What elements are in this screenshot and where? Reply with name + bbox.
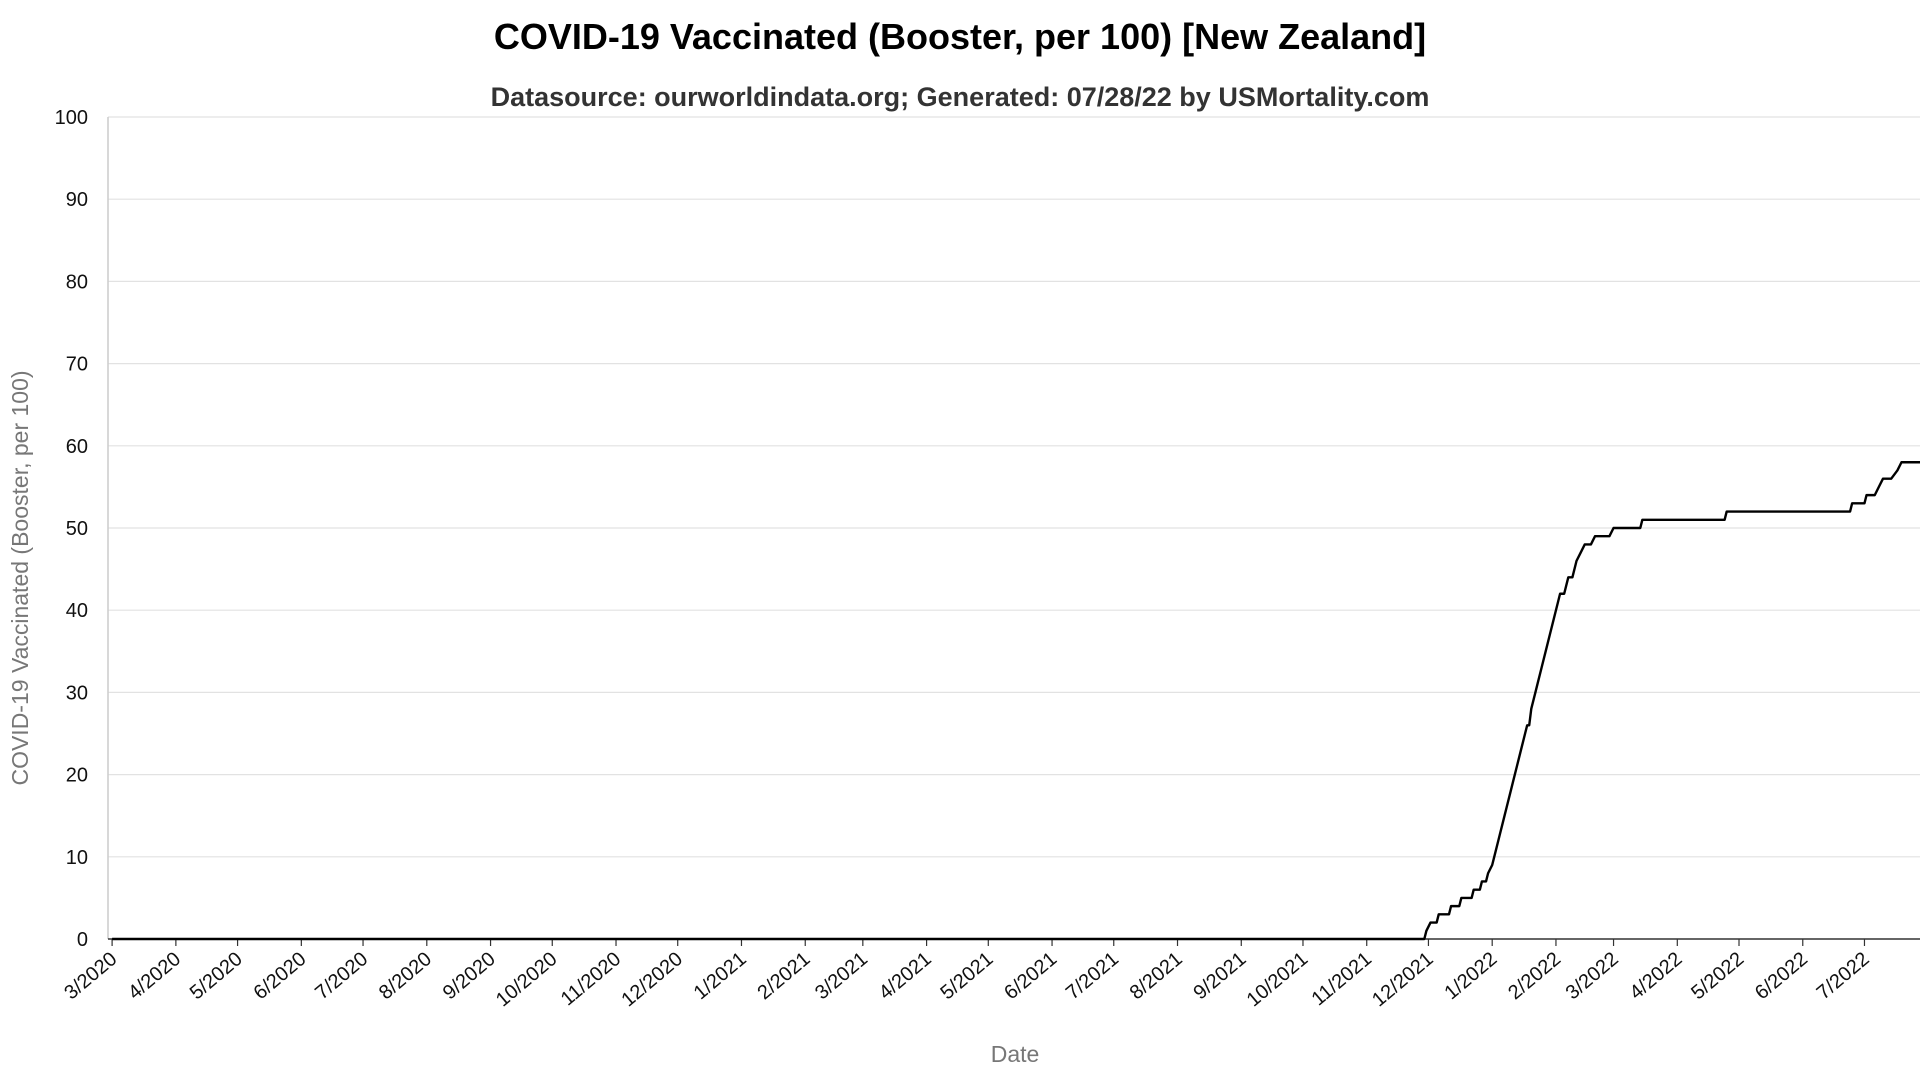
x-tick-label: 4/2022 (1626, 948, 1687, 1004)
x-tick-label: 3/2021 (811, 948, 872, 1004)
y-tick-label: 40 (66, 600, 88, 622)
x-tick-label: 6/2020 (250, 948, 311, 1004)
y-tick-label: 60 (66, 436, 88, 458)
y-tick-label: 70 (66, 354, 88, 376)
x-tick-label: 10/2020 (492, 948, 562, 1011)
x-tick-label: 11/2020 (557, 948, 625, 1010)
x-tick-label: 4/2020 (124, 948, 185, 1004)
y-tick-label: 10 (66, 847, 88, 869)
x-tick-label: 10/2021 (1243, 948, 1313, 1011)
chart-title: COVID-19 Vaccinated (Booster, per 100) [… (493, 16, 1427, 57)
x-tick-label: 12/2020 (617, 948, 687, 1011)
y-tick-label: 50 (66, 518, 88, 540)
y-axis-ticks: 0 10 20 30 40 50 60 70 80 90 100 (55, 107, 88, 951)
y-tick-label: 30 (66, 682, 88, 704)
x-tick-label: 8/2021 (1126, 948, 1187, 1004)
x-tick-label: 3/2022 (1562, 948, 1623, 1004)
x-tick-label: 1/2022 (1440, 948, 1501, 1004)
chart-subtitle: Datasource: ourworldindata.org; Generate… (490, 82, 1430, 112)
x-tick-label: 5/2021 (937, 948, 998, 1004)
x-tick-label: 9/2020 (439, 948, 500, 1004)
x-tick-label: 7/2020 (311, 948, 372, 1004)
y-tick-label: 20 (66, 765, 88, 787)
series-line (112, 461, 1920, 941)
x-tick-label: 2/2021 (753, 948, 814, 1004)
x-tick-label: 5/2022 (1687, 948, 1748, 1004)
x-tick-label: 11/2021 (1308, 948, 1376, 1010)
x-tick-label: 5/2020 (186, 948, 247, 1004)
x-tick-label: 7/2021 (1062, 948, 1123, 1004)
x-tick-label: 7/2022 (1813, 948, 1874, 1004)
x-tick-label: 6/2022 (1751, 948, 1812, 1004)
y-tick-label: 0 (77, 929, 88, 951)
x-axis-label: Date (991, 1041, 1040, 1067)
x-tick-label: 2/2022 (1504, 948, 1565, 1004)
grid-lines (108, 116, 1920, 858)
y-axis-label: COVID-19 Vaccinated (Booster, per 100) (7, 370, 33, 785)
x-axis-ticks: 3/2020 4/2020 5/2020 6/2020 7/2020 8/2020 9/20… (60, 939, 1874, 1011)
x-tick-label: 3/2020 (60, 948, 121, 1004)
x-tick-label: 1/2021 (690, 948, 751, 1004)
y-tick-label: 100 (55, 107, 88, 129)
x-tick-label: 6/2021 (1000, 948, 1061, 1004)
series-layer (112, 461, 1920, 941)
x-tick-label: 8/2020 (375, 948, 436, 1004)
x-tick-label: 9/2021 (1189, 948, 1250, 1004)
y-tick-label: 80 (66, 271, 88, 293)
x-tick-label: 4/2021 (875, 948, 936, 1004)
x-tick-label: 12/2021 (1368, 948, 1438, 1011)
y-tick-label: 90 (66, 189, 88, 211)
